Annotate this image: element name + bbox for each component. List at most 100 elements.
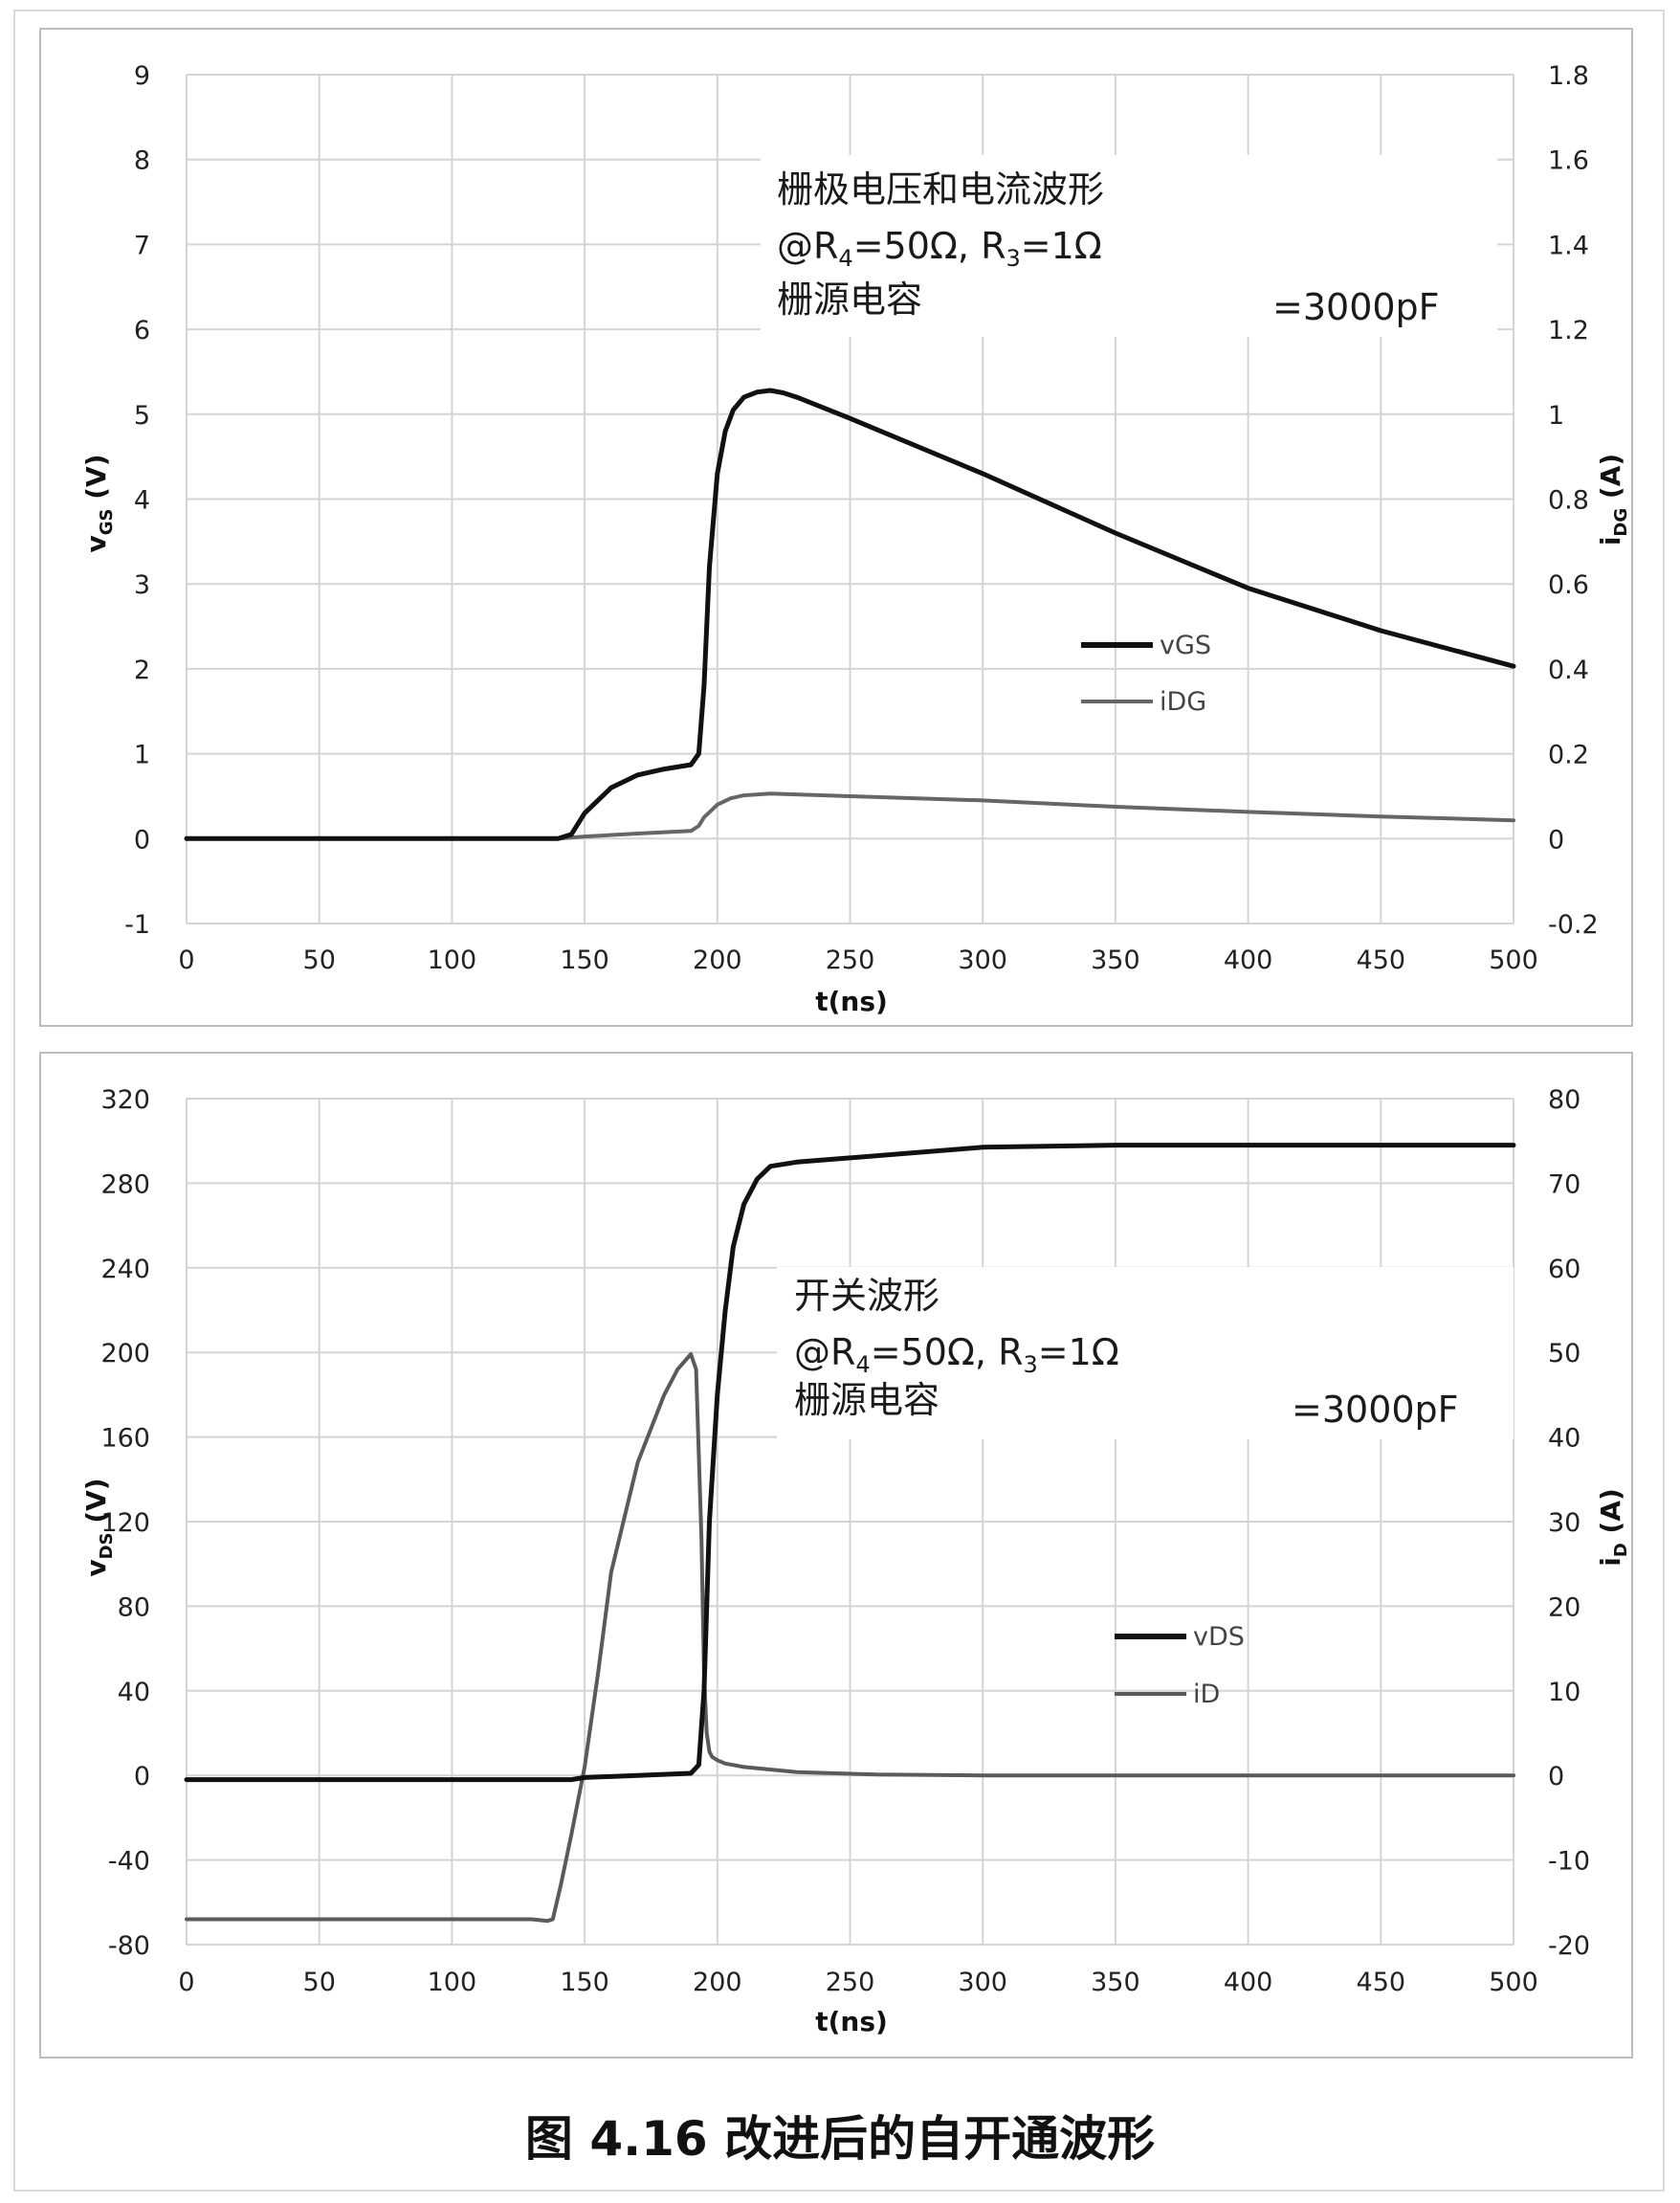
- chart-2-x-tick-label: 250: [826, 1968, 875, 1997]
- chart-2-y-right-tick-label: 80: [1548, 1085, 1581, 1115]
- chart-2-x-tick-label: 150: [560, 1968, 609, 1997]
- chart-1-annotation-box: [761, 155, 1497, 337]
- chart-2-y-left-ticks: -80 -40 0 40 80 120 160 200 240 280 320: [100, 1085, 150, 1961]
- chart-2-y-left-tick-label: 80: [118, 1592, 150, 1622]
- chart-1-x-tick-label: 200: [693, 946, 742, 975]
- chart-1-y-right-tick-label: 0.6: [1548, 570, 1589, 600]
- chart-2-frame: [39, 1052, 1633, 2058]
- chart-1-x-tick-label: 300: [958, 946, 1007, 975]
- chart-2-y-left-tick-label: -80: [108, 1931, 150, 1961]
- chart-1-x-tick-label: 400: [1224, 946, 1273, 975]
- chart-1-y-left-tick-label: 1: [134, 741, 150, 770]
- chart-2-x-tick-label: 400: [1224, 1968, 1273, 1997]
- chart-1-y-left-tick-label: 2: [134, 656, 150, 685]
- chart-1-series-vgs: [184, 388, 1516, 841]
- chart-2-legend-label-id: iD: [1193, 1680, 1220, 1709]
- chart-1-x-tick-label: 350: [1091, 946, 1140, 975]
- chart-1-y-right-tick-label: 0.2: [1548, 741, 1589, 770]
- chart-2-y-left-tick-label: 0: [134, 1762, 150, 1791]
- chart-2: 0 50 100 150 200 250 300 350 400 450 500 -80-40040…: [80, 1085, 1631, 2037]
- chart-2-y-right-label: iD (A): [1595, 1488, 1631, 1567]
- chart-1-y-left-tick-label: 5: [134, 401, 150, 431]
- chart-1-annotation-params: @R4=50Ω, R3=1Ω: [777, 225, 1102, 272]
- chart-1-y-left-tick-label: 3: [134, 570, 150, 600]
- chart-2-annotation-box: [777, 1267, 1514, 1439]
- chart-1-y-right-tick-label: 0: [1548, 825, 1564, 855]
- chart-2-annotation-capacitance-value: =3000pF: [1292, 1389, 1459, 1431]
- chart-2-x-tick-label: 350: [1091, 1968, 1140, 1997]
- chart-2-y-left-tick-label: 280: [100, 1169, 150, 1199]
- chart-1-frame: [39, 28, 1633, 1027]
- chart-1-y-right-tick-label: -0.2: [1548, 910, 1599, 940]
- chart-1-annotation-capacitance-value: =3000pF: [1272, 286, 1440, 328]
- chart-1-series: [184, 388, 1516, 841]
- chart-2-y-left-tick-label: 200: [100, 1339, 150, 1369]
- chart-2-x-tick-label: 0: [178, 1968, 194, 1997]
- chart-2-legend-label-vds: vDS: [1193, 1622, 1245, 1652]
- chart-1-legend-label-idg: iDG: [1160, 687, 1206, 717]
- chart-2-y-right-tick-label: 20: [1548, 1592, 1581, 1622]
- chart-1-y-right-tick-label: 1.6: [1548, 146, 1589, 176]
- chart-2-y-left-tick-label: 40: [118, 1678, 150, 1707]
- chart-1-y-left-tick-label: 0: [134, 825, 150, 855]
- chart-1-x-axis-label: t(ns): [815, 986, 888, 1017]
- chart-2-y-right-tick-label: 0: [1548, 1762, 1564, 1791]
- chart-1-x-tick-label: 100: [428, 946, 477, 975]
- chart-2-y-right-tick-label: 70: [1548, 1169, 1581, 1199]
- chart-2-x-tick-label: 450: [1357, 1968, 1406, 1997]
- chart-2-annotation-params: @R4=50Ω, R3=1Ω: [794, 1331, 1119, 1378]
- chart-1-x-ticks: 0 50 100 150 200 250 300 350 400 450 500: [178, 946, 1537, 975]
- chart-1-y-left-tick-label: 8: [134, 146, 150, 176]
- chart-1-x-tick-label: 0: [178, 946, 194, 975]
- chart-2-x-tick-label: 200: [693, 1968, 742, 1997]
- chart-2-y-right-tick-label: 50: [1548, 1339, 1581, 1369]
- chart-2-x-axis-label: t(ns): [815, 2006, 888, 2037]
- chart-2-y-right-tick-label: 40: [1548, 1424, 1581, 1454]
- chart-2-y-left-tick-label: -40: [108, 1847, 150, 1877]
- chart-1-annotation-capacitance-label: 栅源电容: [777, 278, 922, 321]
- chart-2-x-tick-label: 500: [1489, 1968, 1538, 1997]
- chart-2-y-right-tick-label: -10: [1548, 1847, 1590, 1877]
- chart-2-x-ticks: 0 50 100 150 200 250 300 350 400 450 500: [178, 1968, 1537, 1997]
- chart-1-y-left-tick-label: 9: [134, 61, 150, 91]
- chart-2-x-tick-label: 300: [958, 1968, 1007, 1997]
- chart-2-y-left-tick-label: 320: [100, 1085, 150, 1115]
- chart-2-x-tick-label: 100: [428, 1968, 477, 1997]
- chart-2-y-left-tick-label: 240: [100, 1255, 150, 1284]
- figure-caption: 图 4.16 改进后的自开通波形: [524, 2111, 1156, 2167]
- chart-1-y-right-tick-label: 1.8: [1548, 61, 1589, 91]
- chart-1: 0 50 100 150 200 250 300 350 400 450 500 -1 0 1 2 3 4 5 6…: [80, 61, 1631, 1017]
- chart-1-y-right-tick-label: 0.8: [1548, 486, 1589, 516]
- chart-1-x-tick-label: 150: [560, 946, 609, 975]
- chart-2-y-left-tick-label: 120: [100, 1508, 150, 1538]
- chart-2-annotation-capacitance-label: 栅源电容: [794, 1379, 939, 1421]
- chart-1-x-tick-label: 500: [1489, 946, 1538, 975]
- chart-1-x-tick-label: 250: [826, 946, 875, 975]
- chart-2-y-right-ticks: -20 -10 0 10 20 30 40 50 60 70 80: [1548, 1085, 1590, 1961]
- chart-1-y-right-tick-label: 1.2: [1548, 316, 1589, 345]
- chart-2-y-right-tick-label: -20: [1548, 1931, 1590, 1961]
- chart-2-grid: [186, 1098, 1514, 1946]
- chart-1-y-right-label: iDG (A): [1595, 454, 1631, 545]
- chart-2-annotation-title: 开关波形: [794, 1275, 939, 1317]
- chart-2-series-vds: [184, 1143, 1516, 1783]
- chart-1-y-left-tick-label: 4: [134, 486, 150, 516]
- chart-2-y-left-tick-label: 160: [100, 1424, 150, 1454]
- chart-1-y-left-tick-label: 6: [134, 316, 150, 345]
- chart-1-annotation-title: 栅极电压和电流波形: [777, 168, 1104, 211]
- chart-1-y-right-ticks: -0.2 0 0.2 0.4 0.6 0.8 1 1.2 1.4 1.6 1.8: [1548, 61, 1599, 940]
- chart-1-y-left-tick-label: 7: [134, 231, 150, 260]
- chart-2-y-right-tick-label: 60: [1548, 1255, 1581, 1284]
- chart-1-y-left-label: vGS (V): [80, 454, 117, 552]
- figure-frame: [13, 10, 1665, 2192]
- chart-1-y-left-tick-label: -1: [124, 910, 150, 940]
- chart-2-x-tick-label: 50: [303, 1968, 336, 1997]
- chart-2-y-right-tick-label: 10: [1548, 1678, 1581, 1707]
- chart-1-y-left-ticks: -1 0 1 2 3 4 5 6 7 8 9: [124, 61, 150, 940]
- chart-1-y-right-tick-label: 0.4: [1548, 656, 1589, 685]
- chart-1-y-right-tick-label: 1: [1548, 401, 1564, 431]
- chart-1-x-tick-label: 450: [1357, 946, 1406, 975]
- chart-2-series: [184, 1143, 1516, 1924]
- chart-2-y-right-tick-label: 30: [1548, 1508, 1581, 1538]
- chart-1-x-tick-label: 50: [303, 946, 336, 975]
